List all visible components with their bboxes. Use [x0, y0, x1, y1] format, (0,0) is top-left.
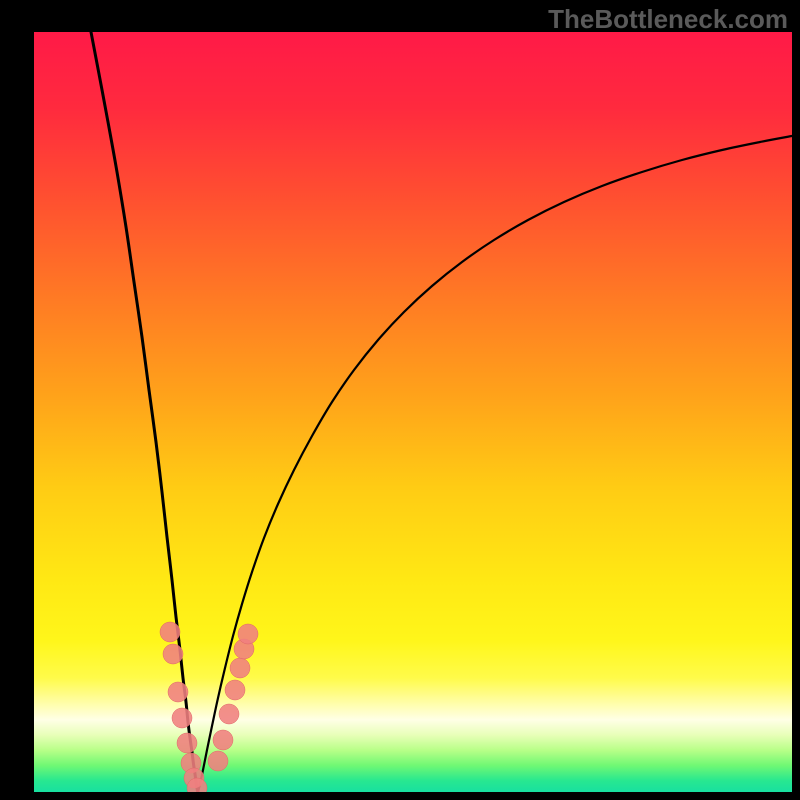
data-marker: [238, 624, 258, 644]
data-marker: [177, 733, 197, 753]
chart-root: TheBottleneck.com: [0, 0, 800, 800]
data-marker: [163, 644, 183, 664]
data-marker: [160, 622, 180, 642]
curve-right-branch: [198, 136, 792, 792]
data-marker: [230, 658, 250, 678]
data-marker: [172, 708, 192, 728]
data-marker: [168, 682, 188, 702]
data-marker: [213, 730, 233, 750]
curve-left-branch: [91, 32, 198, 792]
curve-layer: [34, 32, 792, 792]
data-marker: [225, 680, 245, 700]
data-marker: [208, 751, 228, 771]
watermark-text: TheBottleneck.com: [548, 4, 788, 35]
plot-area: [34, 32, 792, 792]
data-marker: [219, 704, 239, 724]
